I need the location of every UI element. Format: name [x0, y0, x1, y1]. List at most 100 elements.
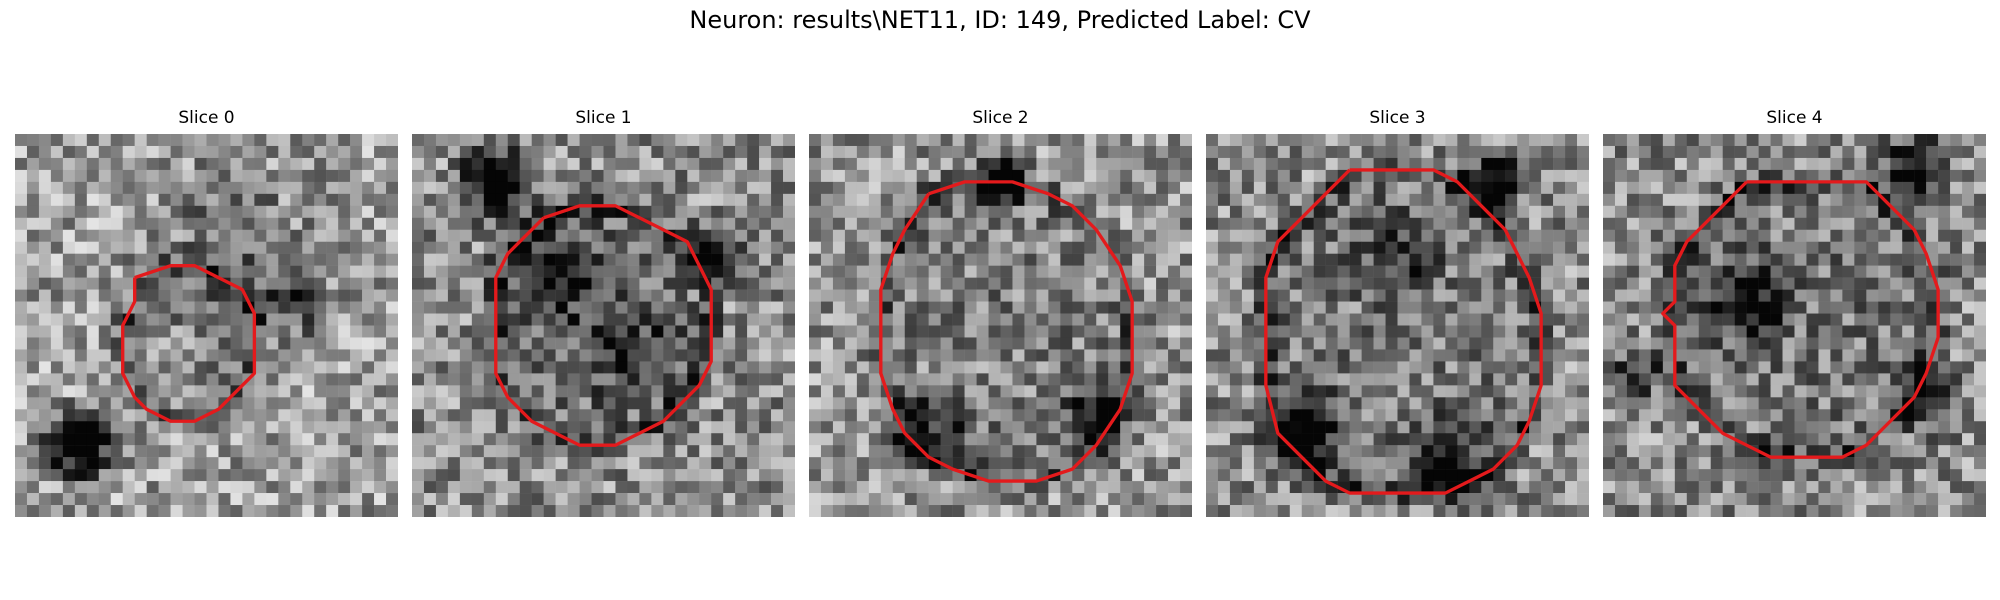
- pixel: [531, 157, 544, 171]
- pixel: [314, 169, 327, 183]
- pixel: [266, 373, 279, 386]
- pixel: [459, 373, 473, 386]
- pixel: [230, 193, 243, 207]
- pixel: [1156, 181, 1169, 195]
- pixel: [1397, 145, 1410, 159]
- pixel: [1325, 265, 1338, 278]
- pixel: [1962, 385, 1975, 398]
- pixel: [1758, 241, 1771, 254]
- pixel: [230, 181, 243, 195]
- pixel: [1962, 181, 1975, 195]
- pixel: [1493, 349, 1506, 362]
- pixel: [1938, 277, 1951, 290]
- pixel: [15, 349, 28, 362]
- pixel: [38, 433, 52, 446]
- pixel: [1217, 481, 1231, 494]
- pixel: [1421, 337, 1434, 350]
- pixel: [38, 205, 52, 219]
- pixel: [483, 421, 497, 434]
- pixel: [844, 169, 858, 183]
- pixel: [820, 433, 834, 446]
- pixel: [1481, 265, 1494, 278]
- pixel: [1650, 337, 1664, 350]
- pixel: [338, 493, 351, 506]
- pixel: [170, 409, 183, 422]
- pixel: [675, 457, 688, 470]
- pixel: [892, 253, 905, 266]
- pixel: [1866, 337, 1879, 350]
- pixel: [1144, 337, 1157, 350]
- pixel: [928, 421, 941, 434]
- pixel: [1409, 145, 1422, 159]
- pixel: [1120, 253, 1133, 266]
- pixel: [1469, 145, 1482, 159]
- pixel: [723, 229, 736, 242]
- pixel: [362, 445, 375, 458]
- pixel: [1313, 145, 1326, 159]
- pixel: [1457, 193, 1470, 207]
- pixel: [579, 385, 592, 398]
- pixel: [856, 134, 870, 147]
- pixel: [651, 337, 664, 350]
- pixel: [1108, 505, 1121, 517]
- pixel: [62, 277, 76, 290]
- pixel: [1541, 337, 1554, 350]
- pixel: [1926, 421, 1939, 434]
- pixel: [1662, 145, 1676, 159]
- pixel: [735, 205, 748, 219]
- pixel: [1626, 361, 1640, 374]
- pixel: [603, 325, 616, 338]
- pixel: [1565, 217, 1578, 230]
- pixel: [1457, 469, 1470, 482]
- pixel: [1144, 457, 1157, 470]
- pixel: [1674, 265, 1688, 278]
- pixel: [1481, 325, 1494, 338]
- pixel: [1722, 445, 1735, 458]
- pixel: [1361, 205, 1374, 219]
- pixel: [483, 145, 497, 159]
- pixel: [1397, 493, 1410, 506]
- pixel: [1517, 409, 1530, 422]
- pixel: [747, 445, 760, 458]
- pixel: [1433, 421, 1446, 434]
- pixel: [940, 385, 953, 398]
- pixel: [1974, 373, 1986, 386]
- pixel: [1433, 253, 1446, 266]
- pixel: [1265, 229, 1279, 242]
- pixel: [230, 373, 243, 386]
- pixel: [1638, 217, 1652, 230]
- pixel: [290, 433, 303, 446]
- pixel: [615, 445, 628, 458]
- pixel: [326, 337, 339, 350]
- pixel: [1806, 253, 1819, 266]
- pixel: [1493, 157, 1506, 171]
- pixel: [194, 373, 207, 386]
- pixel: [1265, 181, 1279, 195]
- pixel: [1313, 229, 1326, 242]
- pixel: [110, 493, 123, 506]
- pixel: [1168, 349, 1181, 362]
- pixel: [783, 145, 795, 159]
- pixel: [1120, 481, 1133, 494]
- pixel: [1397, 169, 1410, 183]
- pixel: [1084, 361, 1097, 374]
- pixel: [1914, 157, 1927, 171]
- pixel: [495, 181, 508, 195]
- pixel: [783, 409, 795, 422]
- pixel: [146, 433, 159, 446]
- pixel: [1505, 373, 1518, 386]
- pixel: [964, 145, 977, 159]
- pixel: [1818, 205, 1831, 219]
- pixel: [543, 134, 556, 147]
- pixel: [687, 301, 700, 314]
- pixel: [1698, 313, 1711, 326]
- pixel: [1206, 493, 1219, 506]
- pixel: [940, 301, 953, 314]
- pixel: [15, 205, 28, 219]
- pixel: [1650, 325, 1664, 338]
- pixel: [1650, 217, 1664, 230]
- pixel: [1084, 493, 1097, 506]
- pixel: [1229, 301, 1243, 314]
- pixel: [1156, 313, 1169, 326]
- pixel: [856, 157, 870, 171]
